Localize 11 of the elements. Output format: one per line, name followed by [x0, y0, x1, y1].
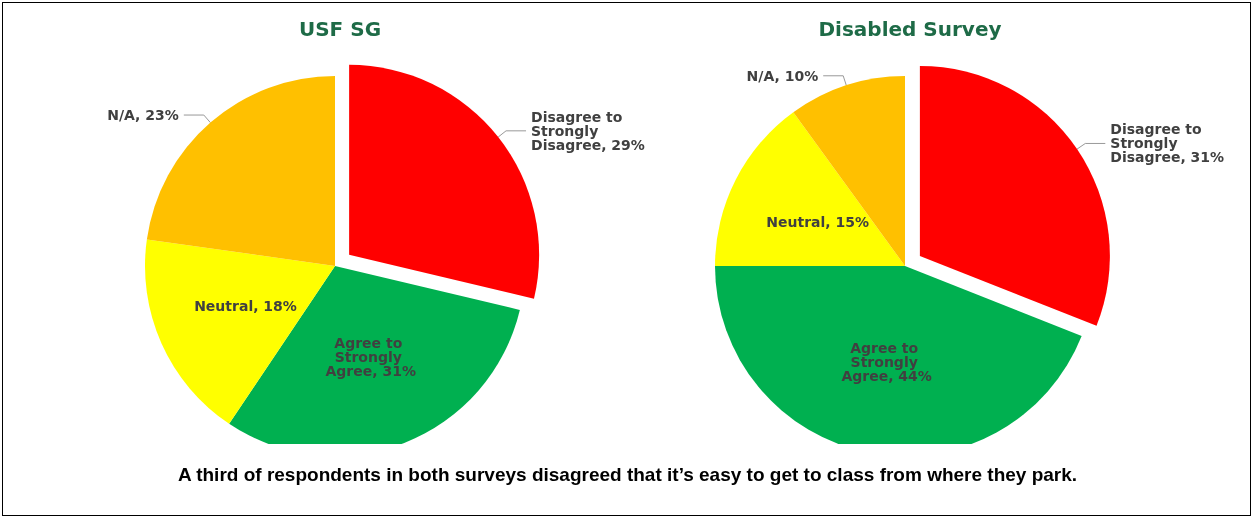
chart-title: USF SG [298, 17, 382, 41]
slice-label: Agree to Strongly Agree, 44% [841, 340, 932, 385]
slice-label: Agree to Strongly Agree, 31% [325, 335, 416, 380]
slice-label: Neutral, 15% [766, 213, 870, 230]
slice-label: Neutral, 18% [194, 297, 297, 314]
slice-label: N/A, 10% [746, 67, 819, 84]
slice-label: N/A, 23% [107, 107, 179, 124]
chart-title: Disabled Survey [818, 17, 1002, 41]
slice-label: Disagree to Strongly Disagree, 29% [531, 108, 645, 153]
slice-label: Disagree to Strongly Disagree, 31% [1110, 121, 1225, 166]
text: A third of respondents in both surveys disagreed that it’s easy to get to class from where they park. [176, 464, 1079, 486]
